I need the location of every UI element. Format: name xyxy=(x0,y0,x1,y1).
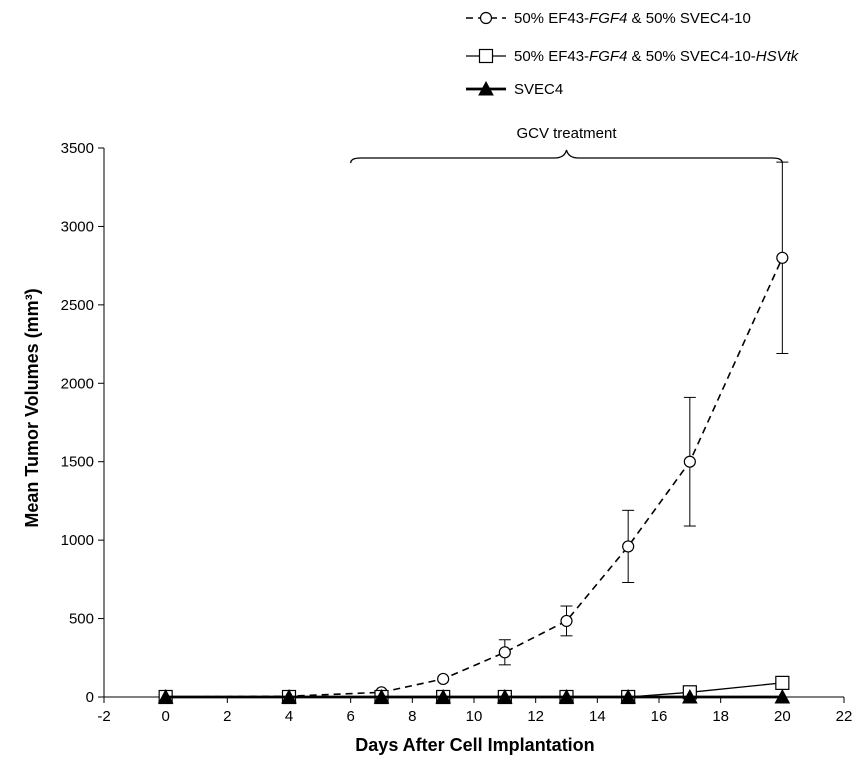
x-tick-label: 4 xyxy=(285,708,293,725)
legend-marker xyxy=(479,11,493,25)
legend-label: 50% EF43-FGF4 & 50% SVEC4-10 xyxy=(514,10,751,27)
x-axis-title: Days After Cell Implantation xyxy=(355,735,594,755)
gcv-treatment-brace xyxy=(350,149,783,164)
data-point xyxy=(496,688,513,704)
y-axis-title: Mean Tumor Volumes (mm³) xyxy=(22,288,42,527)
x-tick-label: 12 xyxy=(527,708,544,725)
x-tick-label: 2 xyxy=(223,708,231,725)
data-point xyxy=(373,688,390,704)
series-1 xyxy=(159,161,789,704)
legend-entry-1: 50% EF43-FGF4 & 50% SVEC4-10 xyxy=(466,10,751,27)
data-point xyxy=(437,672,450,686)
y-tick-label: 1000 xyxy=(61,532,94,549)
data-point xyxy=(558,688,575,704)
y-tick-label: 2000 xyxy=(61,375,94,392)
data-point xyxy=(774,688,791,704)
y-tick-label: 3500 xyxy=(61,140,94,157)
data-point xyxy=(435,688,452,704)
gcv-treatment-annotation: GCV treatment xyxy=(350,125,783,164)
x-tick-label: 8 xyxy=(408,708,416,725)
data-point xyxy=(620,688,637,704)
legend-label: 50% EF43-FGF4 & 50% SVEC4-10-HSVtk xyxy=(514,48,800,65)
data-point xyxy=(775,675,790,690)
data-point xyxy=(683,455,696,468)
x-tick-label: -2 xyxy=(97,708,110,725)
x-tick-label: 0 xyxy=(161,708,169,725)
plot-area xyxy=(157,161,791,705)
x-tick-label: 6 xyxy=(346,708,354,725)
x-tick-label: 22 xyxy=(836,708,853,725)
legend-label: SVEC4 xyxy=(514,81,563,98)
axes xyxy=(103,148,844,698)
x-tick-label: 10 xyxy=(466,708,483,725)
data-point xyxy=(560,614,573,628)
x-tick-label: 14 xyxy=(589,708,606,725)
y-tick-label: 500 xyxy=(69,611,94,628)
x-ticks: -2 0 2 4 6 8 10 12 14 16 18 20 22 xyxy=(97,697,852,725)
y-tick-label: 3000 xyxy=(61,218,94,235)
x-tick-label: 16 xyxy=(651,708,668,725)
data-point xyxy=(622,540,635,553)
series-3 xyxy=(157,688,791,704)
data-point xyxy=(281,688,297,704)
y-tick-label: 0 xyxy=(86,689,94,706)
legend-entry-2: 50% EF43-FGF4 & 50% SVEC4-10-HSVtk xyxy=(466,48,800,65)
legend-marker xyxy=(478,48,494,64)
legend-marker xyxy=(478,80,494,96)
y-tick-label: 1500 xyxy=(61,454,94,471)
legend: 50% EF43-FGF4 & 50% SVEC4-10 50% EF43-FGF… xyxy=(466,10,800,98)
data-point xyxy=(157,688,174,704)
y-ticks: 0 500 1000 1500 2000 2500 3000 3500 xyxy=(61,140,104,706)
data-point xyxy=(681,688,698,704)
legend-entry-3: SVEC4 xyxy=(466,80,563,98)
x-tick-label: 18 xyxy=(712,708,729,725)
x-tick-label: 20 xyxy=(774,708,791,725)
y-tick-label: 2500 xyxy=(61,297,94,314)
data-point xyxy=(498,646,511,659)
data-point xyxy=(776,251,789,264)
gcv-treatment-label: GCV treatment xyxy=(516,125,617,142)
series-line xyxy=(165,257,784,698)
